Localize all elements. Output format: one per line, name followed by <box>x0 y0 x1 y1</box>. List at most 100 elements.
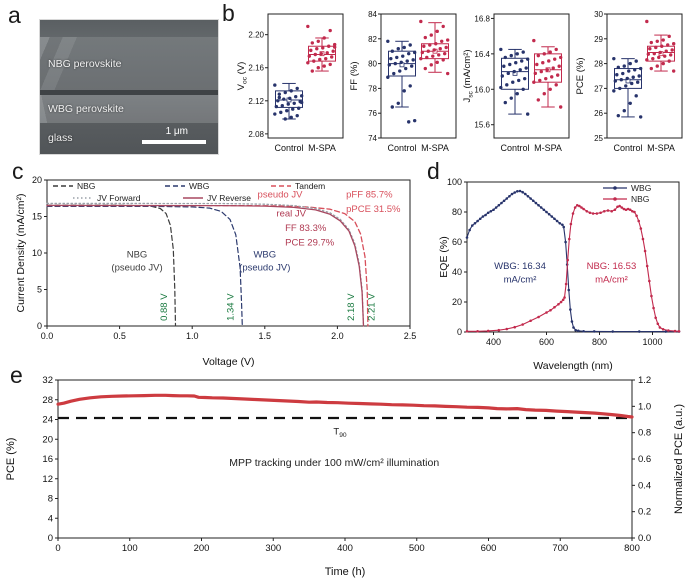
data-point <box>422 44 426 48</box>
data-point <box>438 47 442 51</box>
annotation: T90 <box>333 426 347 439</box>
data-point <box>511 80 515 84</box>
x-axis-label: Voltage (V) <box>203 356 255 368</box>
series-marker <box>611 330 615 333</box>
x-tick-label: 1000 <box>642 337 662 347</box>
data-point <box>316 66 320 70</box>
series-marker <box>505 327 509 331</box>
data-point <box>437 53 441 57</box>
x-tick-label: 300 <box>265 543 281 554</box>
series-marker <box>643 249 647 253</box>
data-point <box>390 105 395 109</box>
plot-frame <box>466 181 680 333</box>
data-point <box>441 24 445 29</box>
series-marker <box>542 208 546 212</box>
data-point <box>283 90 287 95</box>
series-marker <box>465 329 469 333</box>
data-point <box>521 50 525 54</box>
data-point <box>295 86 299 91</box>
y-tick-label: 0 <box>457 327 462 337</box>
data-point <box>310 69 315 73</box>
series-marker <box>510 192 514 196</box>
series-marker <box>473 221 477 225</box>
data-point <box>404 66 408 71</box>
data-point <box>313 52 317 57</box>
data-point <box>524 66 528 70</box>
y-tick-label: 2.08 <box>248 130 264 139</box>
data-point <box>539 69 543 74</box>
data-point <box>306 61 310 65</box>
data-point <box>645 58 649 62</box>
series-marker <box>492 208 495 212</box>
series-WBG <box>46 205 243 327</box>
y-tick-label: 2.16 <box>248 64 264 73</box>
box-Control <box>614 68 642 89</box>
annotation: (pseudo JV) <box>239 263 290 274</box>
data-point <box>321 46 325 50</box>
series-marker <box>622 207 626 211</box>
panel-d-label: d <box>427 158 440 184</box>
box-M-SPA <box>308 45 336 62</box>
data-point <box>664 49 668 53</box>
data-point <box>542 52 546 56</box>
y-tick-label: 28 <box>594 60 603 69</box>
chart-svg-jv: 0.0 0.5 1.0 1.5 2.0 2.5 0 5 10 15 20 Voltage (V) Cur… <box>15 175 416 368</box>
data-point <box>532 38 536 43</box>
data-point <box>518 68 522 72</box>
x-category-label: Control <box>500 143 529 153</box>
series-marker <box>553 305 556 309</box>
data-point <box>316 39 320 43</box>
data-point <box>619 78 623 82</box>
y-tick-label: 82 <box>368 35 377 44</box>
series-marker <box>521 190 524 194</box>
sem-background <box>40 20 218 38</box>
series-marker <box>661 328 665 331</box>
y-tick-label: 15.6 <box>474 121 490 130</box>
series-marker <box>654 316 657 320</box>
x-category-label: M-SPA <box>308 143 336 153</box>
y2-tick-label: 1.2 <box>638 375 651 386</box>
y-tick-label: 5 <box>37 285 42 295</box>
glass-layer-label: glass <box>48 132 73 144</box>
data-point <box>622 109 626 113</box>
data-point <box>638 115 643 119</box>
x-tick-label: 400 <box>486 337 501 347</box>
data-point <box>322 36 326 40</box>
data-point <box>554 47 558 52</box>
data-point <box>429 33 433 37</box>
data-point <box>655 39 659 43</box>
series-marker <box>578 204 581 208</box>
annotation: PCE 29.7% <box>285 238 335 249</box>
data-point <box>671 69 676 73</box>
plot-frame <box>606 13 683 139</box>
series-marker <box>572 326 575 329</box>
data-point <box>396 101 400 105</box>
series-marker <box>566 258 569 262</box>
data-point <box>499 47 503 52</box>
data-point <box>548 50 552 54</box>
data-point <box>548 87 552 91</box>
y-tick-label: 16.0 <box>474 85 490 94</box>
data-point <box>295 113 299 118</box>
x-tick-label: 1.5 <box>259 331 272 341</box>
box-Control <box>275 90 303 108</box>
data-point <box>500 74 505 78</box>
data-point <box>668 53 673 57</box>
y-tick-label: 60 <box>452 237 462 247</box>
y-tick-label: 30 <box>594 10 603 19</box>
data-point <box>435 29 439 34</box>
data-point <box>517 78 521 83</box>
chart-svg-voc: 2.08 2.12 2.16 2.20 Voc (V) Control M-SPA <box>236 13 344 153</box>
x-tick-label: 600 <box>481 543 497 554</box>
legend-label: NBG <box>77 181 95 191</box>
y-tick-label: 25 <box>594 134 603 143</box>
data-point <box>521 87 525 91</box>
data-point <box>557 64 561 68</box>
series-marker <box>486 329 490 333</box>
series-marker <box>650 294 653 298</box>
series-marker <box>628 208 632 212</box>
data-point <box>533 71 538 76</box>
y-tick-label: 10 <box>32 248 42 258</box>
y2-tick-label: 1.0 <box>638 401 651 412</box>
